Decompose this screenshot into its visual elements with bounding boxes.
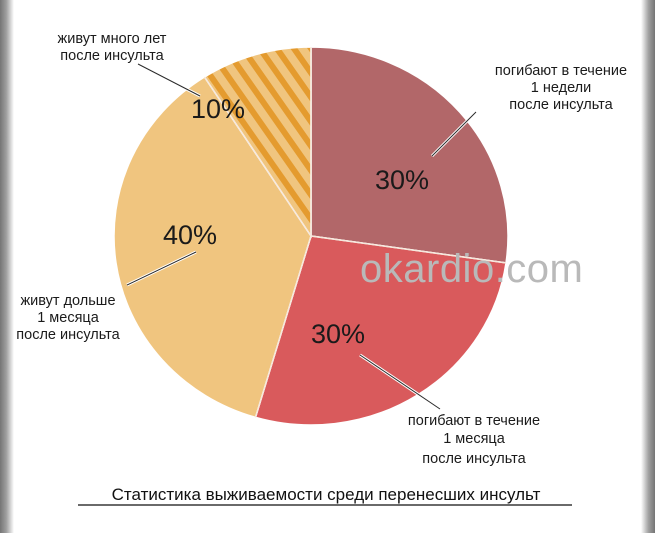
annotation-line: живут много лет — [58, 31, 167, 47]
annotation-line: погибают в течение — [408, 413, 540, 429]
pie-slice-1 — [310, 46, 509, 264]
annotation-line: после инсульта — [509, 97, 613, 113]
annotation-line: 1 месяца — [443, 431, 506, 447]
watermark: okardio.com — [360, 247, 583, 291]
annotation-month-dead: погибают в течение 1 месяца после инсуль… — [408, 413, 540, 467]
pie-slice-3 — [113, 75, 312, 419]
leader-line-month-dead — [359, 354, 441, 410]
annotation-line: 1 месяца — [37, 310, 100, 326]
annotation-line: после инсульта — [16, 327, 120, 343]
annotation-week: погибают в течение 1 недели после инсуль… — [495, 63, 627, 113]
slice-divider — [254, 235, 312, 418]
slice-value-label-years: 10% — [191, 94, 245, 124]
annotation-years: живут много лет после инсульта — [58, 31, 167, 64]
slice-divider — [203, 76, 312, 237]
slice-divider — [310, 235, 507, 264]
leader-line-month-live — [126, 251, 197, 286]
leader-line-week — [431, 111, 477, 157]
slice-value-label-month-live: 40% — [163, 220, 217, 250]
slice-value-label-month-dead: 30% — [311, 319, 365, 349]
slice-value-label-week: 30% — [375, 165, 429, 195]
annotation-line: живут дольше — [20, 293, 115, 309]
annotation-line: погибают в течение — [495, 63, 627, 79]
leader-line-years — [137, 63, 201, 97]
chart-title: Статистика выживаемости среди перенесших… — [112, 485, 541, 504]
pie-slices — [113, 46, 509, 426]
pie-slice-4 — [203, 46, 312, 239]
annotation-line: после инсульта — [422, 451, 526, 467]
annotation-line: после инсульта — [60, 48, 164, 64]
annotation-month-live: живут дольше 1 месяца после инсульта — [16, 293, 120, 343]
annotation-line: 1 недели — [531, 80, 591, 96]
